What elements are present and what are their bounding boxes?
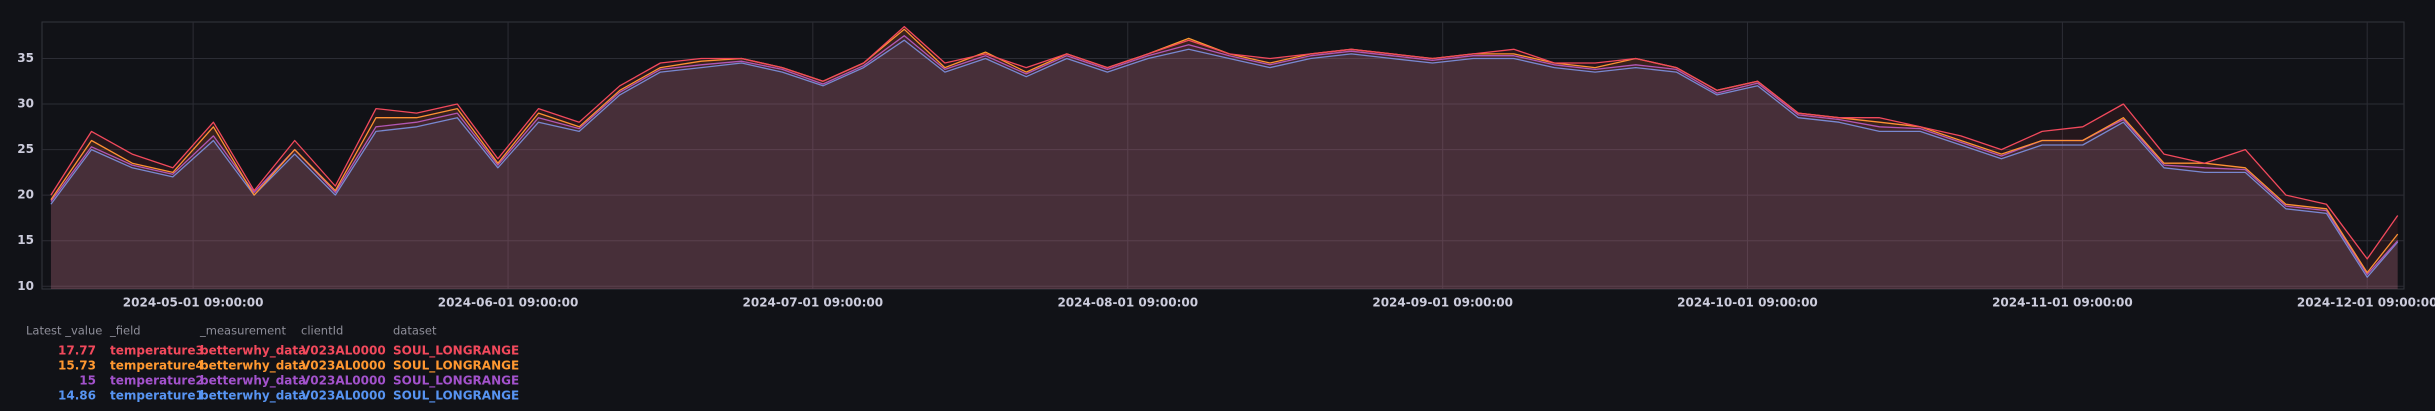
legend-value: 15	[79, 374, 96, 388]
area-fill	[50, 26, 2398, 289]
legend-clientid: V023AL0000	[301, 374, 386, 388]
legend-dataset: SOUL_LONGRANGE	[393, 344, 519, 359]
legend-measurement: betterwhy_data	[200, 344, 306, 359]
legend-clientid: V023AL0000	[301, 344, 386, 358]
legend-dataset: SOUL_LONGRANGE	[393, 374, 519, 389]
x-tick-label: 2024-09-01 09:00:00	[1372, 296, 1513, 310]
legend-header: Latest _value	[26, 324, 102, 338]
area-fill	[50, 40, 2398, 290]
area-fill	[50, 35, 2398, 290]
x-tick-label: 2024-08-01 09:00:00	[1057, 296, 1198, 310]
legend-dataset: SOUL_LONGRANGE	[393, 359, 519, 374]
x-tick-label: 2024-07-01 09:00:00	[743, 296, 884, 310]
y-tick-label: 35	[17, 51, 34, 65]
x-tick-label: 2024-06-01 09:00:00	[438, 296, 579, 310]
legend-value: 14.86	[58, 389, 96, 403]
legend-field: temperature3	[110, 344, 204, 358]
legend-header: dataset	[393, 324, 437, 338]
legend-header: _field	[109, 324, 141, 338]
legend-field: temperature1	[110, 389, 204, 403]
x-tick-label: 2024-05-01 09:00:00	[123, 296, 264, 310]
y-tick-label: 30	[17, 97, 34, 111]
legend-clientid: V023AL0000	[301, 389, 386, 403]
legend-header: clientId	[301, 324, 343, 338]
legend-value: 15.73	[58, 359, 96, 373]
x-tick-label: 2024-10-01 09:00:00	[1677, 296, 1818, 310]
legend-field: temperature4	[110, 359, 204, 373]
y-tick-label: 15	[17, 233, 34, 247]
legend-clientid: V023AL0000	[301, 359, 386, 373]
y-tick-label: 25	[17, 142, 34, 156]
legend-value: 17.77	[58, 344, 96, 358]
series-line	[50, 39, 2399, 278]
legend-field: temperature2	[110, 374, 204, 388]
x-tick-label: 2024-11-01 09:00:00	[1992, 296, 2133, 310]
series-line	[50, 25, 2399, 260]
y-tick-label: 20	[17, 188, 34, 202]
y-tick-label: 10	[17, 279, 34, 293]
series-line	[50, 35, 2399, 276]
legend-measurement: betterwhy_data	[200, 374, 306, 389]
legend-header: _measurement	[199, 324, 286, 338]
area-fill	[50, 29, 2398, 290]
legend-measurement: betterwhy_data	[200, 359, 306, 374]
legend-measurement: betterwhy_data	[200, 389, 306, 404]
legend-dataset: SOUL_LONGRANGE	[393, 389, 519, 404]
x-tick-label: 2024-12-01 09:00:00	[2297, 296, 2435, 310]
